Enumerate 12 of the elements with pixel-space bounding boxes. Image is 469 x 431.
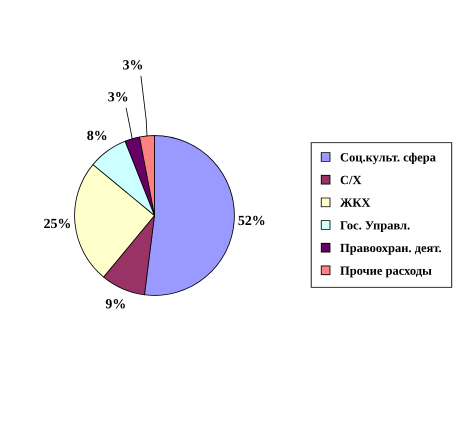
legend-label: ЖКХ: [340, 198, 370, 207]
legend-label: Соц.культ. сфера: [340, 152, 436, 164]
data-label: 9%: [106, 299, 125, 308]
data-label: 8%: [87, 130, 106, 140]
data-label: 25%: [44, 218, 70, 228]
legend-label: Гос. Управл.: [340, 221, 410, 232]
legend-label: С/Х: [340, 176, 362, 184]
legend-label: Правоохран. деят.: [340, 244, 442, 255]
data-label: 52%: [238, 216, 264, 226]
data-label: 3%: [108, 92, 128, 102]
data-label: 3%: [123, 60, 142, 70]
legend-label: Прочие расходы: [340, 266, 432, 278]
